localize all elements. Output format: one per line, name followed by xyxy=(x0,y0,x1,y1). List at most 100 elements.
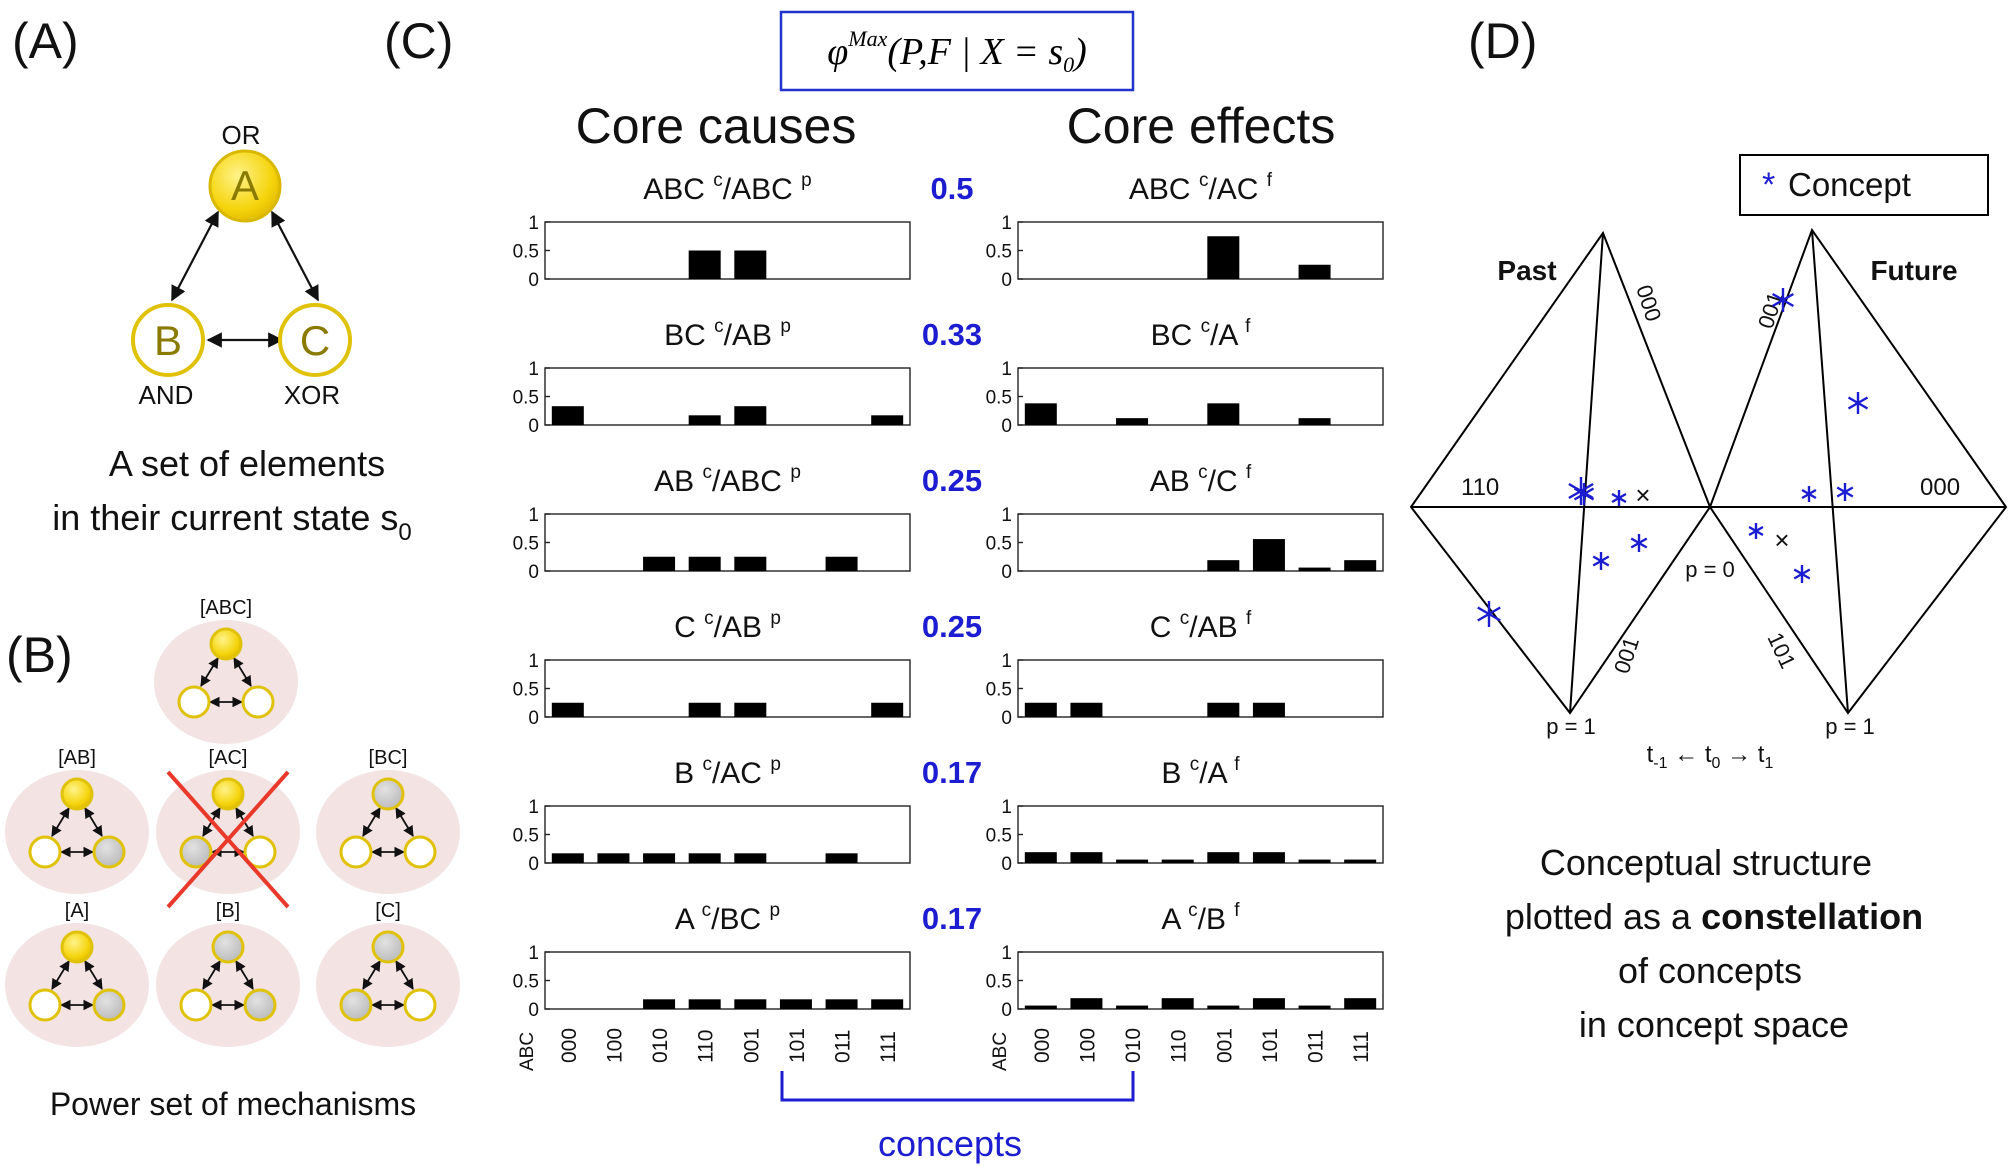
past-label: Past xyxy=(1497,255,1556,286)
mini-node xyxy=(339,835,373,869)
x-tick-label: 010 xyxy=(1122,1028,1145,1063)
mini-node xyxy=(243,835,277,869)
y-tick-label: 1 xyxy=(528,797,539,818)
phi-value: 0.5 xyxy=(930,171,973,206)
concept-star xyxy=(1477,601,1501,627)
y-tick-label: 0 xyxy=(528,1000,539,1021)
chart-title: AB c/ABC p xyxy=(654,462,801,498)
effect-chart-3: 1 0.5 0 C c/AB f xyxy=(986,608,1384,729)
x-tick-label: 001 xyxy=(1213,1028,1236,1063)
x-tick-label: 111 xyxy=(877,1031,900,1063)
y-tick-label: 0.5 xyxy=(513,972,539,993)
chart-title: AB c/C f xyxy=(1150,462,1252,498)
gate-a-label: OR xyxy=(222,120,261,150)
mini-edge xyxy=(395,807,414,837)
star-stroke xyxy=(1772,292,1794,308)
bar-111 xyxy=(1344,998,1377,1009)
panel-a-network: A B C OR AND XOR xyxy=(131,120,352,410)
bar-011 xyxy=(1298,859,1331,863)
effect-chart-0: 1 0.5 0 ABC c/AC f xyxy=(986,170,1384,291)
panel-d-caption-2: plotted as a constellation xyxy=(1505,896,1923,937)
vertex-future-right: 000 xyxy=(1920,474,1960,501)
star-stroke xyxy=(1847,396,1869,410)
bar-001 xyxy=(1207,702,1240,717)
mini-edge xyxy=(51,960,70,990)
bar-100 xyxy=(1070,702,1103,717)
y-tick-label: 0 xyxy=(528,854,539,875)
bar-011 xyxy=(825,556,858,571)
mechanism-label: [A] xyxy=(65,900,89,922)
bar-111 xyxy=(871,415,904,425)
star-stroke xyxy=(1630,537,1648,549)
phi-value: 0.25 xyxy=(922,609,982,644)
mini-node xyxy=(371,930,405,964)
bar-111 xyxy=(1344,859,1377,863)
y-tick-label: 0.5 xyxy=(513,242,539,263)
chart-title: ABC c/AC f xyxy=(1129,170,1273,206)
bar-001 xyxy=(734,250,767,279)
x-corner-label: ABC xyxy=(517,1032,538,1071)
mechanism-label: [BC] xyxy=(369,747,408,769)
mini-edge xyxy=(84,960,103,990)
mini-node xyxy=(371,777,405,811)
chart-title: BC c/AB p xyxy=(664,316,791,352)
cause-chart-5: 1 0.5 0 A c/BC p xyxy=(513,900,911,1021)
effect-chart-2: 1 0.5 0 AB c/C f xyxy=(986,462,1384,583)
edge-a-c xyxy=(271,210,319,302)
mini-node xyxy=(243,988,277,1022)
star-stroke xyxy=(1592,555,1610,567)
concepts-label: concepts xyxy=(878,1123,1022,1164)
star-stroke xyxy=(1793,568,1811,580)
past-tetrahedron-outline xyxy=(1409,230,1712,715)
panel-d-concept-space: * Concept Past Future 000 110 001 001 00… xyxy=(1409,154,2008,1045)
mini-edge xyxy=(202,960,221,990)
formula-box xyxy=(779,10,1135,92)
chart-frame xyxy=(544,221,911,280)
future-label: Future xyxy=(1870,255,1957,286)
node-c xyxy=(278,303,352,377)
x-tick-label: 101 xyxy=(786,1028,809,1063)
node-c-letter: C xyxy=(300,317,330,364)
star-stroke xyxy=(1573,487,1595,501)
mini-node xyxy=(179,835,213,869)
cause-chart-4: 1 0.5 0 B c/AC p xyxy=(513,754,911,875)
bar-110 xyxy=(688,702,721,717)
bar-011 xyxy=(1298,264,1331,279)
chart-title: B c/AC p xyxy=(674,754,781,790)
time-left: t xyxy=(1647,741,1654,768)
y-tick-label: 0.5 xyxy=(986,534,1012,555)
y-tick-label: 0 xyxy=(1001,1000,1012,1021)
x-tick-label: 100 xyxy=(603,1028,626,1063)
mechanism-bc: [BC] xyxy=(316,747,460,894)
bar-000 xyxy=(551,853,584,863)
concept-stars xyxy=(1477,288,1869,627)
core-effects-header: Core effects xyxy=(1067,98,1336,154)
x-tick-label: 011 xyxy=(1305,1030,1328,1063)
y-tick-label: 0.5 xyxy=(513,826,539,847)
bar-010 xyxy=(643,999,676,1009)
mechanism-label: [AC] xyxy=(209,747,248,769)
mini-node xyxy=(60,777,94,811)
y-tick-label: 0.5 xyxy=(986,972,1012,993)
concept-star xyxy=(1801,486,1817,502)
mini-edge xyxy=(84,807,103,837)
chart-title: BC c/A f xyxy=(1151,316,1252,352)
bar-001 xyxy=(734,406,767,425)
mini-node xyxy=(28,835,62,869)
mechanism-c: [C] xyxy=(316,900,460,1047)
bar-010 xyxy=(1116,859,1149,863)
mini-node xyxy=(92,988,126,1022)
y-tick-label: 0 xyxy=(528,708,539,729)
legend-box xyxy=(1739,154,1989,216)
mini-edge xyxy=(362,960,381,990)
y-tick-label: 1 xyxy=(1001,505,1012,526)
mini-node xyxy=(403,835,437,869)
panel-d-caption-4: in concept space xyxy=(1579,1004,1849,1045)
concept-star xyxy=(1573,483,1595,505)
panel-a-caption-2: in their current state s0 xyxy=(52,497,412,546)
y-tick-label: 1 xyxy=(1001,213,1012,234)
mini-node xyxy=(177,685,211,719)
bar-000 xyxy=(551,702,584,717)
